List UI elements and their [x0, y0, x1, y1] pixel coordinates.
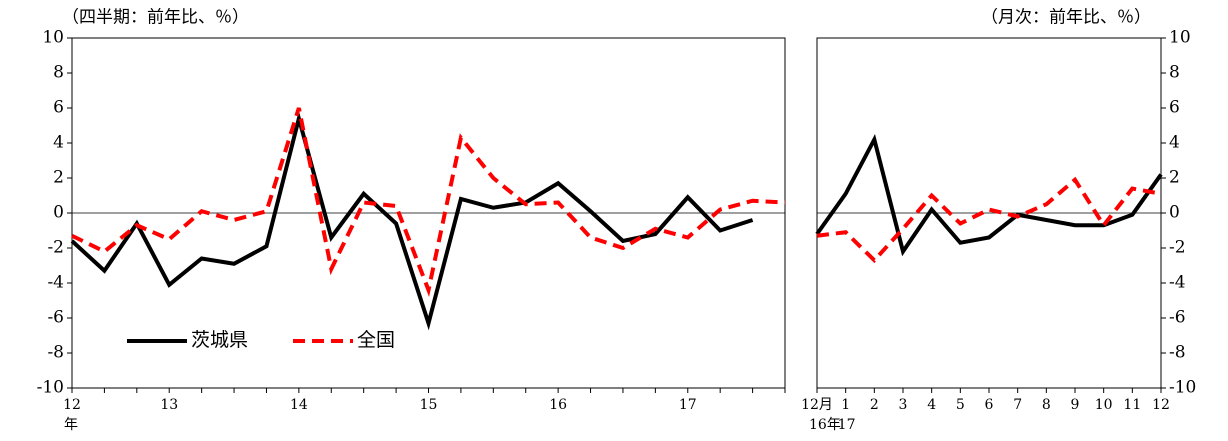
- legend-label: 全国: [357, 329, 395, 351]
- y-tick-label: 6: [53, 98, 64, 118]
- unit-label: （四半期：前年比、％）: [62, 8, 249, 28]
- y-tick-label: -6: [1169, 308, 1186, 328]
- x-tick-label: 7: [1013, 397, 1022, 413]
- y-tick-label: 10: [42, 28, 64, 48]
- y-tick-label: -4: [1169, 273, 1186, 293]
- y-tick-label: -8: [47, 343, 64, 363]
- y-tick-label: 8: [53, 63, 64, 83]
- series-line: [70, 110, 754, 331]
- x-tick-label: 12: [63, 397, 81, 413]
- x-tick-label: 14: [290, 397, 308, 413]
- x-tick-label: 15: [420, 397, 438, 413]
- y-tick-label: 2: [53, 168, 64, 188]
- x-tick-label: 3: [899, 397, 908, 413]
- x-tick-sublabel: 年: [64, 417, 78, 433]
- x-tick-label: 1: [841, 397, 850, 413]
- legend-label: 茨城県: [191, 329, 248, 351]
- y-tick-label: 2: [1169, 168, 1180, 188]
- x-tick-label: 2: [870, 397, 879, 413]
- y-tick-label: 10: [1169, 28, 1191, 48]
- x-tick-label: 9: [1071, 397, 1080, 413]
- y-tick-label: 6: [1169, 98, 1180, 118]
- unit-label: （月次：前年比、％）: [981, 8, 1151, 28]
- series-line: [71, 107, 786, 297]
- x-tick-label: 17: [679, 397, 697, 413]
- y-tick-label: 0: [1169, 203, 1180, 223]
- y-tick-label: -6: [47, 308, 64, 328]
- x-tick-sublabel: 17: [838, 417, 856, 433]
- x-tick-label: 10: [1095, 397, 1113, 413]
- y-tick-label: 4: [53, 133, 64, 153]
- x-tick-label: 11: [1123, 397, 1141, 413]
- y-tick-label: 8: [1169, 63, 1180, 83]
- y-tick-label: -8: [1169, 343, 1186, 363]
- x-tick-label: 16: [549, 397, 567, 413]
- y-tick-label: -2: [47, 238, 64, 258]
- series-line: [816, 176, 1162, 264]
- y-tick-label: -10: [37, 378, 64, 398]
- x-tick-label: 8: [1042, 397, 1051, 413]
- x-tick-label: 4: [927, 397, 936, 413]
- x-tick-sublabel: 16年: [809, 417, 841, 433]
- y-tick-label: -4: [47, 273, 64, 293]
- y-tick-label: -2: [1169, 238, 1186, 258]
- x-tick-label: 12: [1152, 397, 1170, 413]
- x-tick-label: 12月: [801, 397, 833, 413]
- x-tick-label: 6: [985, 397, 994, 413]
- series-line: [815, 133, 1163, 257]
- y-tick-label: 4: [1169, 133, 1180, 153]
- y-tick-label: 0: [53, 203, 64, 223]
- y-tick-label: -10: [1169, 378, 1196, 398]
- x-tick-label: 13: [160, 397, 178, 413]
- x-tick-label: 5: [956, 397, 965, 413]
